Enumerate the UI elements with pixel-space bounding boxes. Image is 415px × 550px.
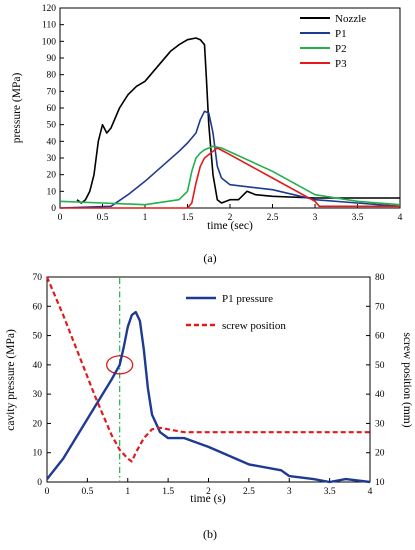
y2-tick-label: 10 [375, 478, 385, 488]
y2-tick-label: 40 [375, 390, 385, 400]
panel-label-b: (b) [203, 527, 217, 541]
y-tick-label: 60 [33, 302, 43, 312]
legend-label: P1 pressure [222, 293, 273, 305]
plot-area-a [59, 7, 401, 209]
y-tick-label: 20 [47, 171, 57, 181]
y-tick-label: 100 [42, 37, 57, 47]
x-tick-label: 3 [313, 213, 318, 223]
y-tick-labels-a: 0 10 20 30 40 50 60 70 80 90 100 110 120 [42, 4, 64, 214]
legend-a: Nozzle P1 P2 P3 [300, 13, 366, 70]
x-tick-label: 2.5 [243, 487, 255, 497]
y-tick-label: 10 [47, 187, 57, 197]
y-tick-label: 50 [47, 121, 57, 131]
chart-panel-a: 0 10 20 30 40 50 60 70 80 90 100 110 120 0 0.5 1 1.5 2 2.… [11, 4, 403, 265]
x-tick-label: 1.5 [182, 213, 194, 223]
y2-tick-label: 50 [375, 361, 385, 371]
highlight-circle [106, 355, 134, 375]
series-line-p3 [60, 147, 400, 209]
y-axis-label-b: cavity pressure (MPa) [5, 329, 17, 431]
y-tick-label: 0 [51, 204, 56, 214]
y-tick-label: 50 [33, 332, 43, 342]
y-tick-label: 30 [47, 154, 57, 164]
panel-label-a: (a) [203, 251, 216, 265]
y2-tick-label: 80 [375, 273, 385, 283]
y-tick-label: 70 [33, 273, 43, 283]
x-tick-label: 1 [125, 487, 130, 497]
x-tick-label: 2 [228, 213, 233, 223]
x-tick-label: 0.5 [97, 213, 109, 223]
x-tick-label: 0 [45, 487, 50, 497]
legend-label: P1 [335, 28, 347, 40]
y-tick-label: 90 [47, 54, 57, 64]
y-tick-label: 80 [47, 71, 57, 81]
y-tick-label: 20 [33, 419, 43, 429]
y-tick-labels-b: 0 10 20 30 40 50 60 70 [33, 273, 51, 488]
annotations-b [106, 278, 134, 481]
x-tick-label: 1 [143, 213, 148, 223]
x-axis-label-b: time (s) [190, 493, 226, 505]
legend-label: screw position [222, 320, 286, 332]
series-line-p2 [59, 145, 401, 206]
x-tick-label: 1.5 [162, 487, 174, 497]
series-line-p1 [59, 110, 401, 209]
legend-label: P2 [335, 43, 347, 55]
x-tick-label: 3 [287, 487, 292, 497]
series-line-screw-position [45, 276, 370, 463]
y-tick-label: 0 [37, 478, 42, 488]
y2-tick-label: 20 [375, 449, 385, 459]
y-tick-label: 60 [47, 104, 57, 114]
y2-tick-label: 30 [375, 419, 385, 429]
y2-axis-label-b: screw position (mm) [401, 332, 413, 427]
y-tick-label: 70 [47, 87, 57, 97]
y-tick-label: 120 [42, 4, 57, 14]
legend-label: Nozzle [335, 13, 366, 25]
x-tick-label: 0 [58, 213, 63, 223]
y2-tick-label: 60 [375, 332, 385, 342]
y-tick-label: 10 [33, 449, 43, 459]
y-tick-label: 30 [33, 390, 43, 400]
x-tick-label: 2 [206, 487, 211, 497]
chart-panel-b: 0 10 20 30 40 50 60 70 10 20 30 40 50 60 70 80 0 0.5 1 1.… [5, 273, 413, 541]
plot-area-b [46, 276, 371, 483]
series-lines-a [59, 37, 401, 209]
series-lines-b [45, 276, 371, 484]
series-line-nozzle [76, 37, 400, 204]
y-tick-label: 110 [42, 21, 56, 31]
series-line-p1-pressure [46, 310, 371, 484]
y2-tick-label: 70 [375, 302, 385, 312]
x-tick-label: 4 [368, 487, 373, 497]
y-tick-label: 40 [33, 361, 43, 371]
x-tick-labels-b: 0 0.5 1 1.5 2 2.5 3 3.5 4 [45, 478, 373, 497]
x-tick-label: 3.5 [324, 487, 336, 497]
legend-label: P3 [335, 58, 347, 70]
y2-tick-labels-b: 10 20 30 40 50 60 70 80 [366, 273, 385, 488]
x-tick-label: 0.5 [81, 487, 93, 497]
legend-b: P1 pressure screw position [186, 293, 286, 332]
y-tick-label: 40 [47, 137, 57, 147]
x-axis-label-a: time (sec) [207, 220, 253, 232]
x-tick-label: 3.5 [352, 213, 364, 223]
x-tick-label: 4 [398, 213, 403, 223]
y-axis-label-a: pressure (MPa) [11, 73, 23, 144]
x-tick-label: 2.5 [267, 213, 279, 223]
